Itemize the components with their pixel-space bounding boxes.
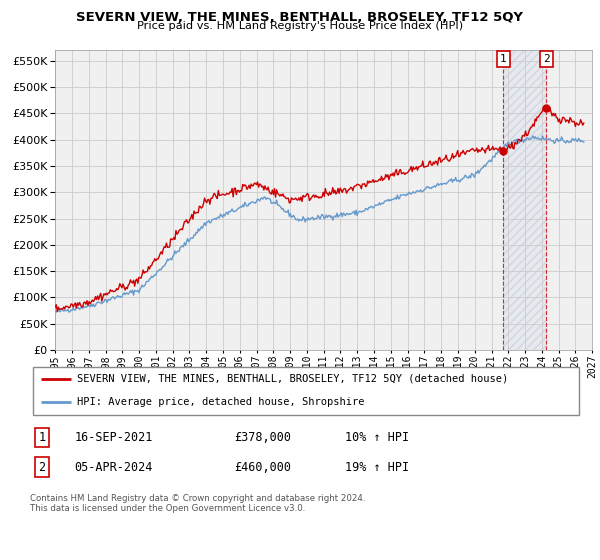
Text: 19% ↑ HPI: 19% ↑ HPI bbox=[344, 460, 409, 474]
Text: 1: 1 bbox=[500, 54, 507, 64]
Text: 1: 1 bbox=[38, 431, 46, 444]
Text: 16-SEP-2021: 16-SEP-2021 bbox=[74, 431, 152, 444]
Text: 10% ↑ HPI: 10% ↑ HPI bbox=[344, 431, 409, 444]
Text: SEVERN VIEW, THE MINES, BENTHALL, BROSELEY, TF12 5QY (detached house): SEVERN VIEW, THE MINES, BENTHALL, BROSEL… bbox=[77, 374, 508, 384]
Bar bbox=[503, 50, 546, 350]
Text: Contains HM Land Registry data © Crown copyright and database right 2024.
This d: Contains HM Land Registry data © Crown c… bbox=[30, 494, 365, 514]
Text: 2: 2 bbox=[38, 460, 46, 474]
Text: £378,000: £378,000 bbox=[234, 431, 291, 444]
Bar bbox=[503, 50, 546, 350]
Text: 05-APR-2024: 05-APR-2024 bbox=[74, 460, 152, 474]
FancyBboxPatch shape bbox=[33, 367, 579, 414]
Text: Price paid vs. HM Land Registry's House Price Index (HPI): Price paid vs. HM Land Registry's House … bbox=[137, 21, 463, 31]
Text: HPI: Average price, detached house, Shropshire: HPI: Average price, detached house, Shro… bbox=[77, 397, 364, 407]
Text: 2: 2 bbox=[543, 54, 550, 64]
Text: £460,000: £460,000 bbox=[234, 460, 291, 474]
Text: SEVERN VIEW, THE MINES, BENTHALL, BROSELEY, TF12 5QY: SEVERN VIEW, THE MINES, BENTHALL, BROSEL… bbox=[77, 11, 523, 24]
